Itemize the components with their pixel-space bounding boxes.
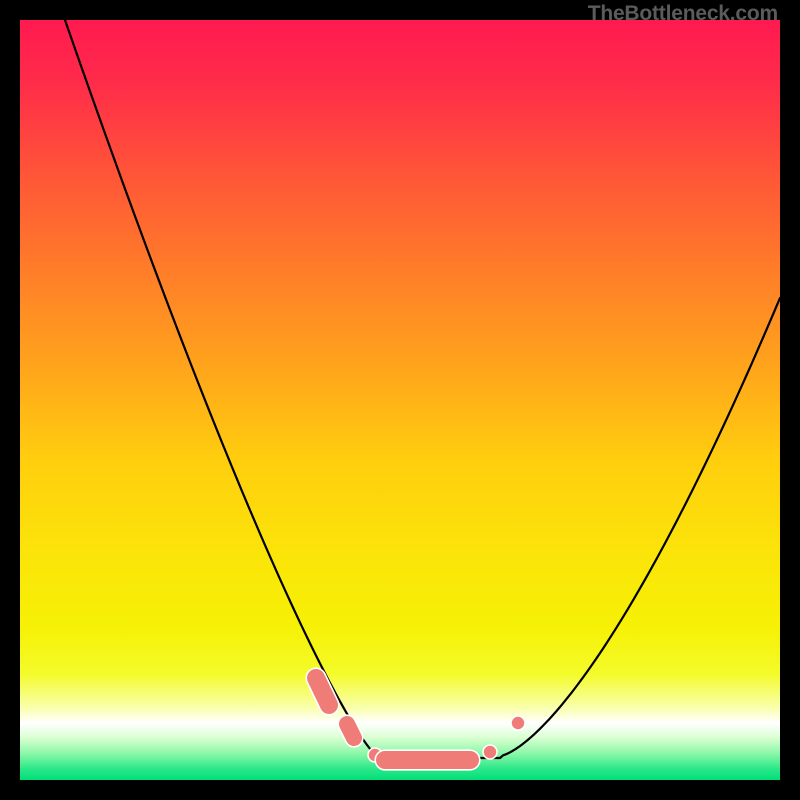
plot-area xyxy=(20,20,780,780)
chart-frame: TheBottleneck.com xyxy=(0,0,800,800)
attribution-text: TheBottleneck.com xyxy=(588,2,778,26)
curve-layer xyxy=(20,20,780,780)
bottleneck-curve xyxy=(65,20,780,758)
curve-markers xyxy=(316,678,525,762)
